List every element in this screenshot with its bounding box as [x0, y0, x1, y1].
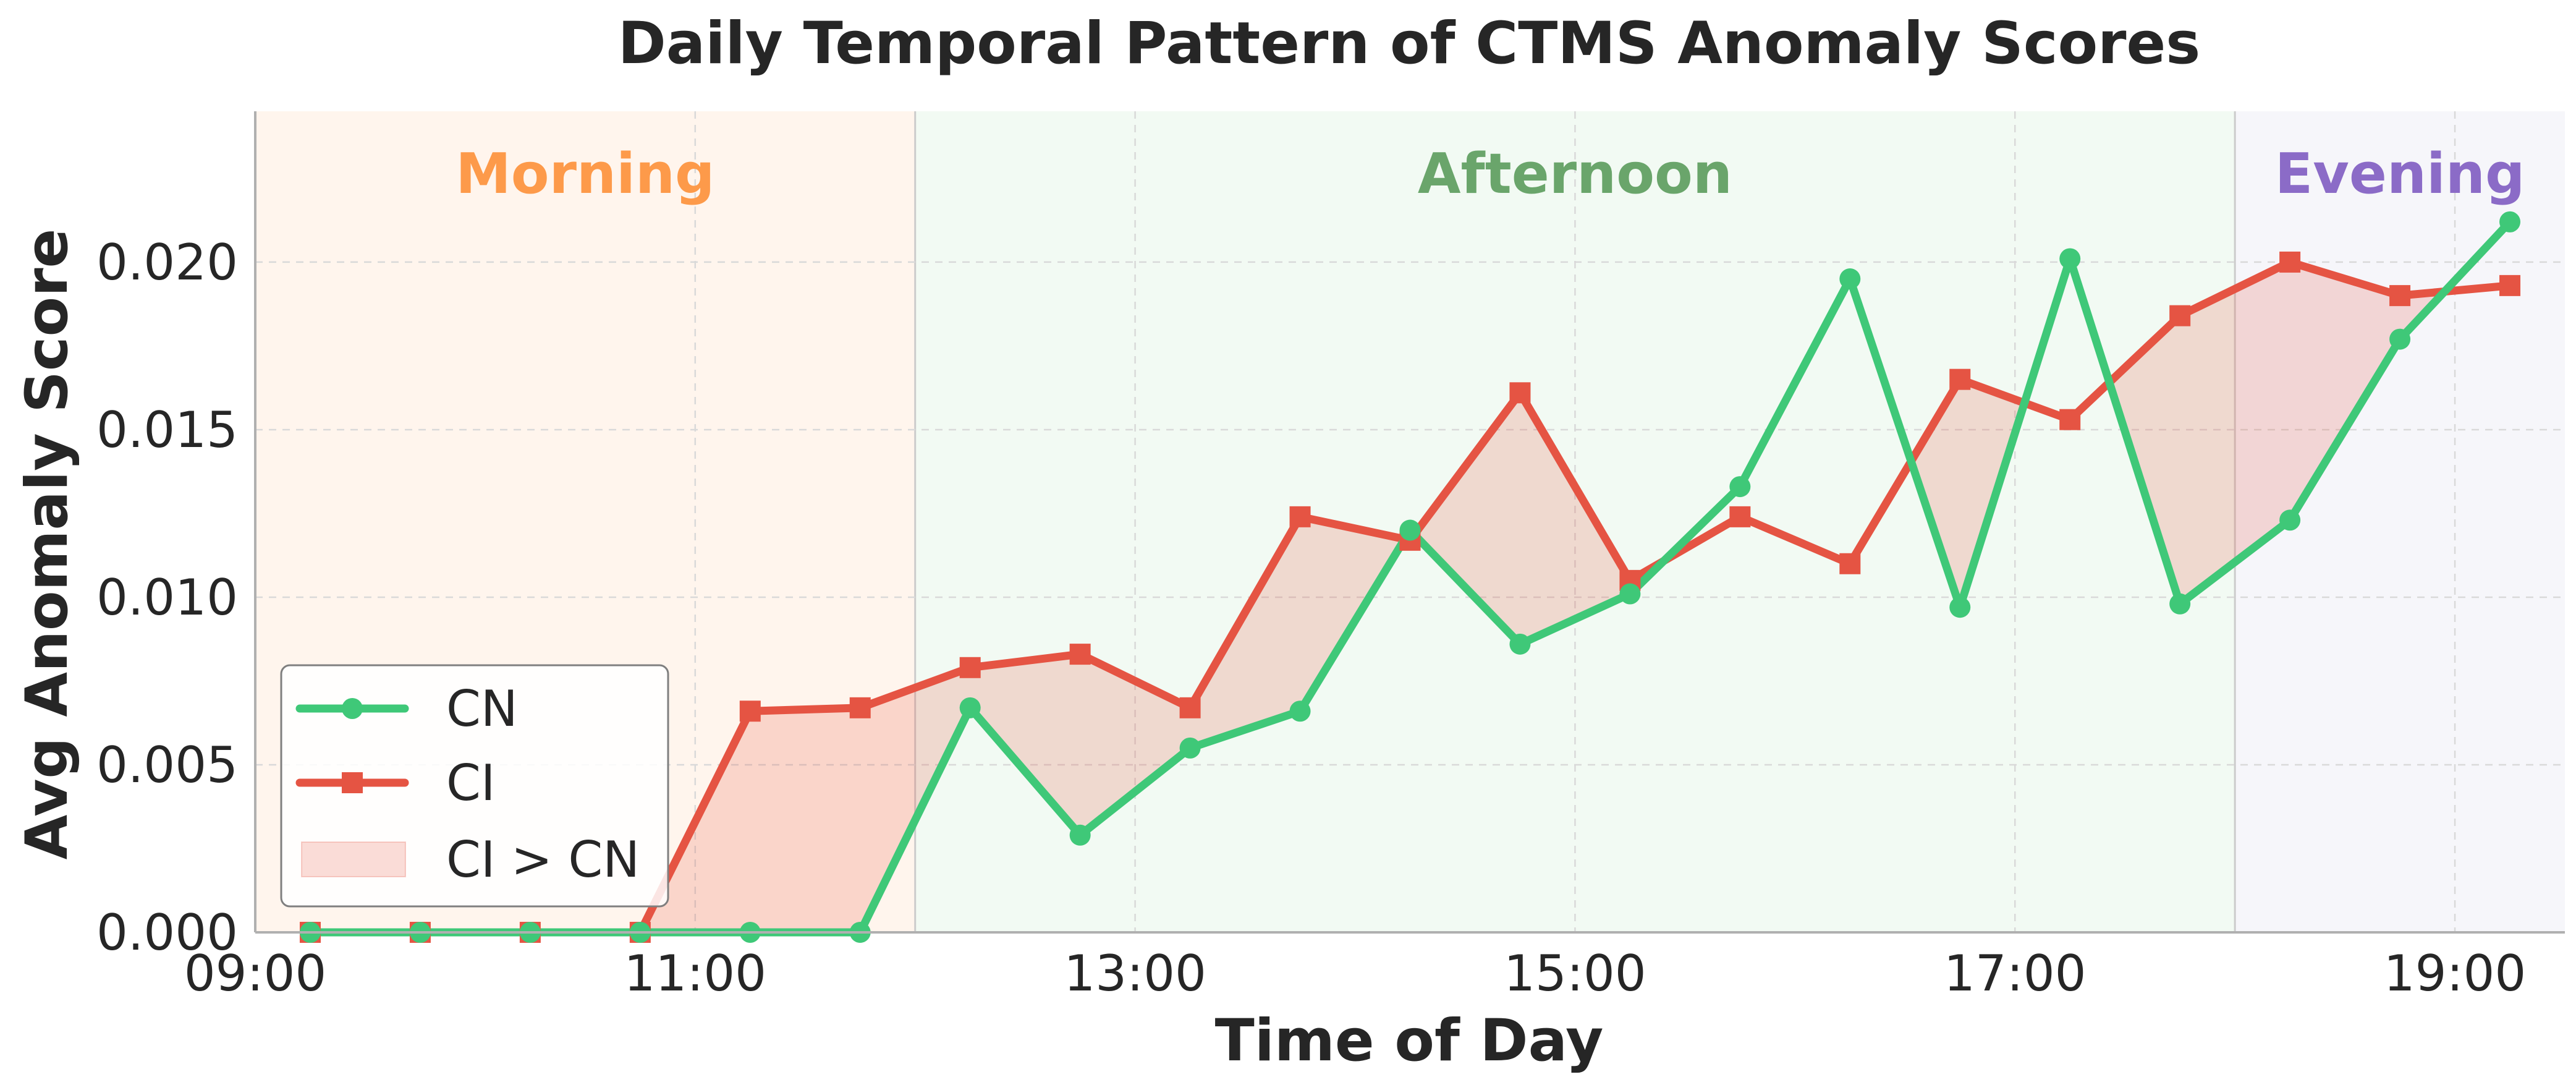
- x-tick-label: 09:00: [184, 945, 327, 1002]
- fill-segment: [1911, 379, 1960, 608]
- point-cn: [1619, 583, 1641, 605]
- y-tick-label: 0.020: [96, 234, 238, 291]
- fill-segment: [2180, 262, 2290, 604]
- fill-segment: [860, 667, 970, 932]
- fill-segment: [2290, 262, 2400, 521]
- chart-title: Daily Temporal Pattern of CTMS Anomaly S…: [618, 10, 2200, 77]
- point-ci: [2389, 285, 2411, 307]
- x-tick-label: 15:00: [1504, 945, 1646, 1002]
- y-tick-label: 0.015: [96, 401, 238, 459]
- fill-segment: [1080, 654, 1190, 835]
- point-cn: [2499, 211, 2521, 232]
- point-ci: [739, 700, 761, 722]
- point-ci: [1179, 697, 1201, 718]
- point-cn: [1729, 476, 1751, 498]
- x-tick-label: 19:00: [2384, 945, 2527, 1002]
- point-cn: [1069, 824, 1091, 846]
- legend: CN CI CI > CN: [280, 664, 669, 908]
- point-cn: [2169, 593, 2191, 615]
- legend-label: CN: [446, 680, 518, 738]
- y-tick-label: 0.010: [96, 569, 238, 626]
- point-ci: [1509, 382, 1531, 404]
- point-ci: [959, 657, 981, 678]
- fill-segment: [750, 707, 860, 932]
- period-label-afternoon: Afternoon: [1418, 142, 1732, 207]
- fill-segment: [2109, 315, 2180, 604]
- x-axis-label: Time of Day: [1215, 1007, 1604, 1075]
- point-ci: [849, 697, 871, 718]
- point-cn: [1289, 700, 1311, 722]
- point-ci: [2169, 305, 2191, 326]
- point-ci: [1289, 506, 1311, 527]
- point-cn: [2059, 248, 2081, 270]
- period-label-morning: Morning: [455, 142, 714, 207]
- y-axis-label: Avg Anomaly Score: [14, 229, 81, 860]
- point-ci: [1839, 553, 1861, 574]
- fill-segment: [1520, 393, 1630, 644]
- point-cn: [2389, 328, 2411, 350]
- point-ci: [1949, 368, 1971, 390]
- legend-marker-ci: [342, 772, 363, 793]
- legend-marker-cn: [342, 698, 363, 719]
- fill-segment: [1414, 393, 1520, 644]
- point-cn: [1179, 737, 1201, 759]
- x-tick-label: 13:00: [1064, 945, 1206, 1002]
- tick-labels: 0.000 0.005 0.010 0.015 0.020 09:00 11:00 13:00…: [96, 234, 2526, 1002]
- legend-label: CI: [446, 754, 495, 812]
- point-ci: [2279, 251, 2301, 273]
- point-ci: [1069, 644, 1091, 665]
- legend-swatch-fill: [301, 841, 406, 877]
- point-ci: [1729, 506, 1751, 527]
- x-tick-label: 11:00: [624, 945, 767, 1002]
- point-ci: [2059, 409, 2081, 430]
- legend-box: [280, 664, 669, 908]
- period-labels: Morning Afternoon Evening: [455, 142, 2525, 207]
- point-cn: [1509, 633, 1531, 655]
- period-label-evening: Evening: [2275, 142, 2525, 207]
- point-cn: [1949, 597, 1971, 618]
- fill-segment: [1190, 516, 1300, 748]
- point-cn: [2279, 509, 2301, 531]
- y-tick-label: 0.000: [96, 904, 238, 961]
- x-tick-label: 17:00: [1944, 945, 2087, 1002]
- legend-label: CI > CN: [446, 831, 640, 888]
- axes: [254, 111, 2565, 934]
- point-ci: [2499, 275, 2521, 296]
- point-cn: [1839, 268, 1861, 290]
- y-tick-label: 0.005: [96, 736, 238, 794]
- point-cn: [959, 697, 981, 718]
- point-cn: [1399, 519, 1421, 541]
- fill-segment: [970, 654, 1080, 835]
